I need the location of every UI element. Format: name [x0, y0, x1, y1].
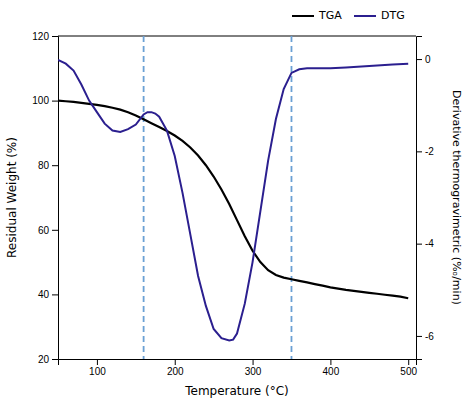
- series-line: [58, 60, 408, 341]
- x-axis-title: Temperature (°C): [184, 384, 289, 398]
- tick-mark: [408, 359, 409, 365]
- tick-mark: [52, 165, 58, 166]
- legend-label: DTG: [381, 9, 405, 22]
- tick: 400: [323, 359, 340, 377]
- tick-label: 200: [167, 366, 184, 377]
- legend-swatch: [292, 15, 314, 17]
- y-axis-title: Residual Weight (%): [5, 137, 19, 258]
- chart: 100 200 300 400 500 20 40 60 80 100 120 0 -2 -4 -6 Temp…: [0, 0, 474, 405]
- reference-line: [291, 36, 293, 359]
- tick-mark: [416, 336, 422, 337]
- tick-label: -4: [425, 238, 434, 249]
- tick-label: 80: [38, 160, 50, 171]
- tick-mark: [416, 151, 422, 152]
- tick-label: -6: [425, 331, 434, 342]
- tick: 200: [167, 359, 184, 377]
- tick-mark: [175, 359, 176, 365]
- tick-mark: [330, 359, 331, 365]
- y2-axis-line: [417, 37, 423, 360]
- x-axis-line: [59, 360, 417, 366]
- tick: 120: [32, 31, 58, 42]
- tick-mark: [416, 59, 422, 60]
- x-axis: 100 200 300 400 500: [59, 359, 418, 377]
- tick-label: 100: [89, 366, 106, 377]
- plot-area: [58, 36, 408, 359]
- tick: 80: [38, 160, 58, 171]
- tick-label: 120: [32, 31, 49, 42]
- legend-item: DTG: [354, 9, 405, 22]
- legend-item: TGA: [292, 9, 342, 22]
- tick: 40: [38, 289, 58, 300]
- tick-label: 20: [38, 354, 50, 365]
- tick-label: 400: [323, 366, 340, 377]
- tick: 0: [416, 54, 431, 65]
- tick: 20: [38, 354, 58, 365]
- y-axis-line: [52, 37, 59, 360]
- tick: 100: [32, 95, 58, 106]
- tick: -2: [416, 146, 434, 157]
- tick-label: 100: [32, 95, 49, 106]
- tick: 60: [38, 225, 58, 236]
- tick-label: 500: [400, 366, 417, 377]
- y2-axis-title: Derivative thermogravimetric (%ₒ/min): [450, 90, 463, 305]
- tick-mark: [52, 294, 58, 295]
- tick-label: -2: [425, 146, 434, 157]
- y2-axis: 0 -2 -4 -6: [416, 37, 434, 360]
- tick-mark: [52, 36, 58, 37]
- tick-mark: [52, 101, 58, 102]
- tick-label: 300: [245, 366, 262, 377]
- tick-mark: [97, 359, 98, 365]
- legend-label: TGA: [318, 9, 342, 22]
- legend-swatch: [354, 15, 376, 17]
- series-line: [58, 101, 408, 299]
- tick: 300: [245, 359, 262, 377]
- plot-frame: [58, 36, 416, 37]
- legend: TGA DTG: [292, 9, 405, 22]
- tick: 100: [89, 359, 106, 377]
- y-axis: 20 40 60 80 100 120: [32, 31, 58, 365]
- tick-label: 0: [425, 54, 431, 65]
- tick: -4: [416, 238, 434, 249]
- tick-mark: [52, 359, 58, 360]
- tick: 500: [400, 359, 417, 377]
- tick: -6: [416, 331, 434, 342]
- tick-label: 40: [38, 289, 50, 300]
- reference-line: [143, 36, 145, 359]
- tick-mark: [52, 230, 58, 231]
- tick-label: 60: [38, 225, 50, 236]
- tick-mark: [253, 359, 254, 365]
- tick-mark: [416, 244, 422, 245]
